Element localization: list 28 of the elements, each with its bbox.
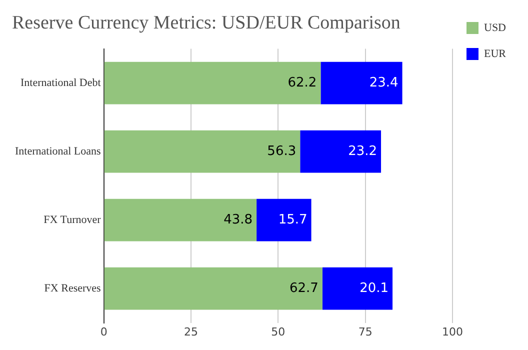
data-label: 23.4 xyxy=(369,75,398,90)
data-label: 20.1 xyxy=(360,280,389,296)
bar xyxy=(104,130,300,173)
x-tick-label: 25 xyxy=(184,325,198,338)
data-label: 43.8 xyxy=(224,212,253,228)
data-label: 62.2 xyxy=(288,75,317,90)
data-label: 62.7 xyxy=(289,280,318,296)
bar xyxy=(322,267,393,310)
bar xyxy=(104,267,322,310)
chart-title: Reserve Currency Metrics: USD/EUR Comparison xyxy=(12,12,401,34)
x-tick-label: 0 xyxy=(100,325,108,338)
data-label: 15.7 xyxy=(278,212,308,228)
x-tick-label: 75 xyxy=(358,325,372,338)
bar xyxy=(104,62,321,104)
y-tick-label: International Debt xyxy=(20,76,101,89)
data-label: 23.2 xyxy=(348,144,378,159)
y-tick-label: International Loans xyxy=(14,145,101,158)
bar xyxy=(320,62,402,104)
y-tick-label: FX Turnover xyxy=(44,214,102,226)
x-tick-label: 100 xyxy=(442,325,463,338)
bar xyxy=(300,130,382,173)
legend-label: USD xyxy=(484,22,506,34)
bar xyxy=(256,198,312,242)
data-label: 56.3 xyxy=(267,144,296,159)
legend-label: EUR xyxy=(484,48,507,60)
x-tick-label: 50 xyxy=(271,325,286,338)
bar xyxy=(104,198,257,242)
y-tick-label: FX Reserves xyxy=(44,282,101,294)
